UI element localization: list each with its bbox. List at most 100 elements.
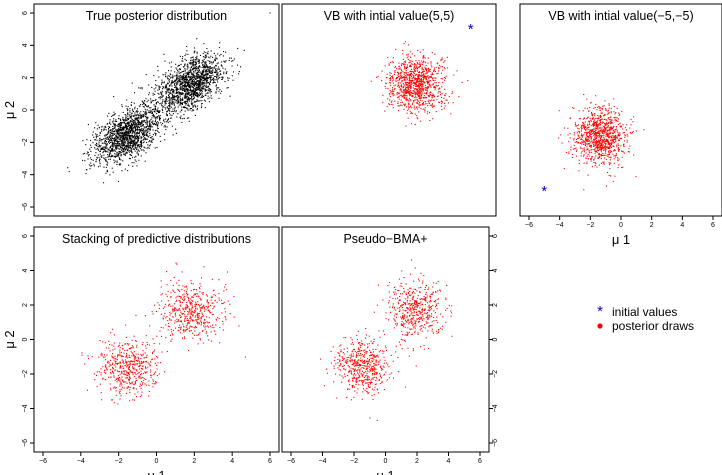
point: [391, 61, 393, 63]
point: [431, 77, 433, 79]
point: [93, 136, 95, 138]
point: [189, 82, 191, 85]
point: [590, 129, 592, 131]
point: [596, 121, 598, 123]
point: [615, 116, 617, 118]
point: [616, 128, 618, 130]
point: [151, 115, 153, 117]
point: [414, 91, 416, 93]
point: [154, 120, 156, 123]
point: [203, 69, 205, 71]
point: [128, 121, 130, 123]
point: [409, 89, 412, 91]
point: [398, 96, 400, 98]
point: [89, 144, 92, 146]
point: [204, 74, 206, 76]
point: [130, 148, 132, 150]
point: [203, 79, 205, 81]
point: [205, 76, 207, 78]
point: [127, 170, 129, 172]
point: [623, 145, 625, 148]
point: [176, 95, 178, 97]
point: [103, 166, 105, 168]
point: [418, 71, 420, 73]
point: [427, 67, 429, 69]
point: [159, 119, 161, 121]
point: [114, 127, 116, 129]
point: [114, 123, 117, 125]
point: [576, 132, 578, 134]
point: [134, 129, 137, 131]
point: [123, 148, 126, 150]
point: [437, 84, 439, 87]
point: [96, 128, 98, 130]
point: [612, 139, 614, 141]
point: [601, 122, 603, 124]
point: [213, 71, 215, 73]
point: [603, 130, 605, 132]
point: [129, 143, 131, 145]
point: [148, 141, 150, 143]
point: [175, 92, 177, 94]
point: [590, 120, 592, 122]
point: [604, 123, 606, 125]
point: [199, 79, 201, 81]
point: [113, 96, 115, 98]
point: [194, 63, 197, 65]
point: [585, 137, 587, 139]
point: [134, 106, 136, 108]
point: [141, 122, 143, 125]
point: [152, 114, 154, 116]
point: [422, 49, 424, 51]
point: [115, 125, 117, 127]
point: [421, 88, 423, 90]
point: [610, 120, 612, 123]
point: [220, 92, 222, 94]
point: [109, 152, 111, 154]
point: [402, 86, 405, 88]
point: [192, 62, 194, 64]
point: [577, 130, 579, 132]
point: [114, 136, 116, 139]
point: [389, 94, 391, 96]
point: [434, 53, 436, 55]
point: [586, 163, 588, 165]
point: [422, 84, 424, 86]
point: [138, 132, 140, 135]
point: [597, 132, 599, 134]
point: [452, 102, 454, 104]
point: [144, 120, 146, 122]
point: [134, 139, 136, 141]
point: [199, 85, 201, 87]
point: [413, 72, 415, 75]
point: [187, 92, 189, 94]
point: [203, 79, 206, 81]
point: [128, 129, 130, 131]
point: [167, 87, 169, 89]
point: [179, 82, 181, 84]
point: [401, 101, 403, 103]
point: [174, 86, 176, 88]
point: [169, 101, 171, 103]
point: [138, 128, 140, 130]
point: [602, 125, 604, 127]
point: [585, 126, 587, 128]
point: [593, 143, 595, 146]
point: [105, 137, 107, 139]
point: [419, 75, 422, 77]
point: [204, 90, 206, 92]
point: [187, 67, 189, 69]
point: [590, 112, 592, 114]
point: [599, 122, 601, 124]
point: [154, 130, 156, 132]
point: [204, 84, 206, 86]
point: [417, 75, 419, 78]
point: [598, 146, 600, 148]
point: [207, 92, 209, 95]
point: [110, 141, 112, 144]
point: [389, 79, 391, 81]
point: [223, 60, 225, 62]
point: [161, 90, 163, 92]
point: [169, 108, 171, 110]
point: [417, 76, 420, 78]
